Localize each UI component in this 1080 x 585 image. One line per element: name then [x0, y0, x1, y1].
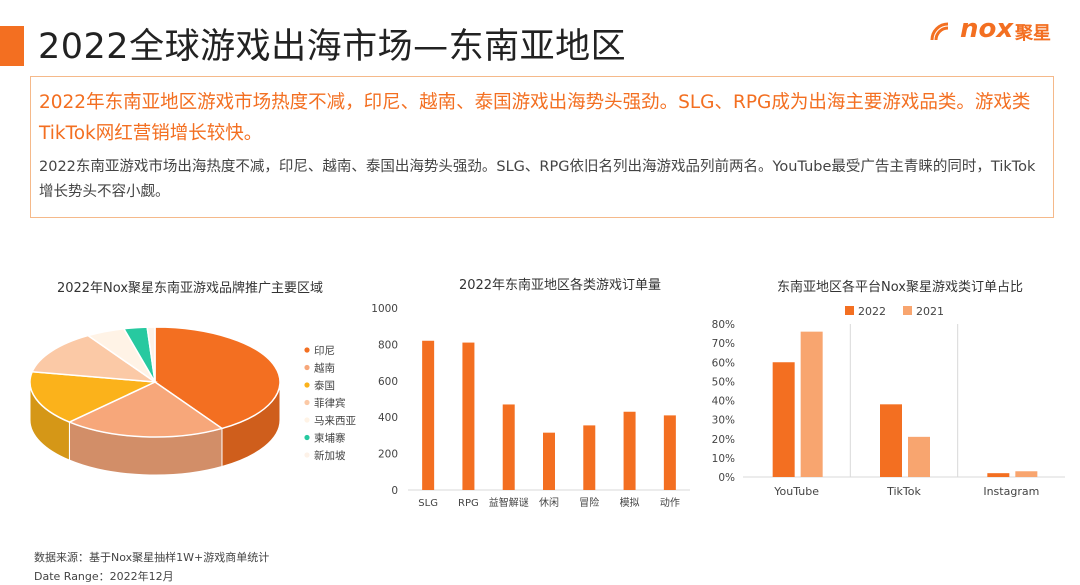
y-tick-label: 800: [378, 339, 398, 351]
x-tick-label: Instagram: [983, 485, 1039, 498]
y-tick-label: 1000: [371, 303, 398, 315]
y-tick-label: 20%: [712, 434, 735, 446]
y-tick-label: 10%: [712, 453, 735, 465]
legend-marker-柬埔寨: [304, 434, 310, 441]
legend-label-2021: 2021: [916, 305, 944, 318]
bar-休闲: [543, 432, 555, 490]
page-title: 2022全球游戏出海市场—东南亚地区: [38, 27, 627, 67]
legend-marker-2022: [845, 306, 854, 315]
summary-detail: 2022东南亚游戏市场出海热度不减，印尼、越南、泰国出海势头强劲。SLG、RPG…: [39, 159, 1036, 200]
y-tick-label: 80%: [712, 319, 735, 331]
y-tick-label: 0: [391, 485, 398, 497]
y-tick-label: 40%: [712, 396, 735, 408]
bar-YouTube-2022: [772, 362, 795, 477]
y-tick-label: 600: [378, 376, 398, 388]
date-range-note: Date Range：2022年12月: [34, 570, 174, 583]
nox-logo-icon: [930, 22, 949, 41]
pie-slice-菲律宾: [31, 334, 158, 383]
legend-label-越南: 越南: [314, 362, 335, 375]
platform-chart: 0% 10% 20% 30% 40% 50% 60% 70% 80% YouTube TikTok I…: [712, 305, 1065, 498]
y-tick-label: 50%: [712, 376, 735, 388]
title-accent-bar: [0, 26, 24, 66]
bar-TikTok-2021: [908, 436, 930, 477]
pie-chart-title: 2022年Nox聚星东南亚游戏品牌推广主要区域: [56, 281, 324, 296]
legend-marker-泰国: [304, 382, 310, 388]
y-tick-label: 30%: [712, 415, 735, 427]
x-tick-label: SLG: [418, 498, 438, 509]
y-tick-label: 70%: [712, 338, 735, 350]
legend-marker-菲律宾: [304, 399, 310, 406]
bar-益智解谜: [502, 404, 515, 490]
legend-label-柬埔寨: 柬埔寨: [314, 432, 346, 445]
legend-marker-印尼: [304, 347, 310, 353]
pie-slice-泰国: [29, 370, 158, 423]
legend-label-印尼: 印尼: [314, 345, 335, 357]
y-tick-label: 200: [378, 449, 398, 461]
y-tick-label: 400: [378, 412, 398, 424]
bar-Instagram-2022: [987, 473, 1010, 477]
bar-SLG: [422, 340, 435, 490]
summary-box: 2022年东南亚地区游戏市场热度不减，印尼、越南、泰国游戏出海势头强劲。SLG、…: [30, 76, 1054, 218]
x-tick-label: YouTube: [773, 485, 819, 498]
legend-label-新加坡: 新加坡: [314, 449, 346, 462]
legend-marker-越南: [304, 364, 310, 371]
logo-cn: 聚星: [1015, 23, 1051, 44]
source-note: 数据来源：基于Nox聚星抽样1W+游戏商单统计: [34, 551, 270, 564]
bar-chart-title: 2022年东南亚地区各类游戏订单量: [458, 278, 662, 293]
legend-label-马来西亚: 马来西亚: [314, 415, 356, 427]
summary-headline: 2022年东南亚地区游戏市场热度不减，印尼、越南、泰国游戏出海势头强劲。SLG、…: [39, 92, 1031, 144]
bar-TikTok-2022: [880, 404, 902, 477]
legend-marker-新加坡: [304, 452, 310, 458]
pie-slice-越南: [67, 381, 224, 438]
x-tick-label: 益智解谜: [489, 496, 529, 509]
bar-chart: 0 200 400 600 800 1000 SLG RPG 益智解谜 休闲 冒险 模拟 动作: [371, 303, 690, 509]
x-tick-label: TikTok: [886, 485, 921, 498]
platform-chart-title: 东南亚地区各平台Nox聚星游戏类订单占比: [777, 280, 1023, 295]
y-tick-label: 60%: [712, 357, 735, 369]
bar-模拟: [623, 411, 636, 490]
legend-label-菲律宾: 菲律宾: [314, 397, 346, 410]
x-tick-label: 模拟: [620, 496, 640, 509]
legend-marker-马来西亚: [304, 417, 310, 423]
bar-Instagram-2021: [1015, 471, 1038, 477]
legend-label-2022: 2022: [858, 305, 886, 318]
bar-RPG: [462, 342, 475, 490]
legend-marker-2021: [903, 306, 912, 315]
bar-动作: [663, 415, 676, 490]
x-tick-label: 冒险: [579, 496, 599, 509]
legend-label-泰国: 泰国: [314, 379, 335, 392]
pie-slice-新加坡: [146, 326, 156, 383]
x-tick-label: RPG: [458, 498, 479, 509]
x-tick-label: 动作: [660, 497, 680, 509]
bar-YouTube-2021: [800, 331, 823, 477]
y-tick-label: 0%: [718, 472, 735, 484]
x-tick-label: 休闲: [539, 496, 559, 509]
bar-冒险: [583, 425, 596, 490]
logo-text: nox: [960, 14, 1014, 44]
